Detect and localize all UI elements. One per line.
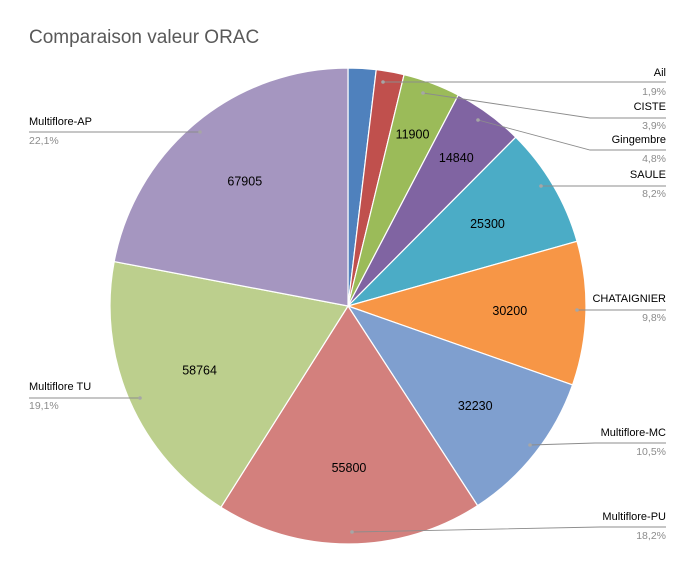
- percent-label: 4,8%: [642, 153, 666, 165]
- slice-value-label: 32230: [458, 399, 493, 413]
- leader-lines: [29, 80, 666, 534]
- leader-dot: [421, 91, 425, 95]
- category-label: CHATAIGNIER: [592, 293, 666, 305]
- pie-slice: [346, 304, 574, 507]
- chart-title: Comparaison valeur ORAC: [29, 27, 260, 48]
- category-label: Multiflore TU: [29, 381, 91, 393]
- pie-slice: [220, 304, 479, 545]
- category-label: Multiflore-MC: [601, 427, 666, 439]
- pie-slices: [109, 67, 587, 545]
- slice-value-label: 58764: [182, 364, 217, 378]
- category-label: Gingembre: [612, 134, 666, 146]
- leader-line: [529, 442, 666, 446]
- slice-value-label: 30200: [492, 304, 527, 318]
- leader-dot: [138, 396, 142, 400]
- leader-dot: [575, 308, 579, 312]
- slice-value-label: 25300: [470, 217, 505, 231]
- leader-dot: [350, 530, 354, 534]
- percent-label: 19,1%: [29, 400, 59, 412]
- leader-dot: [476, 118, 480, 122]
- slice-value-label: 67905: [227, 174, 262, 188]
- category-label: Multiflore-PU: [602, 511, 666, 523]
- slice-value-label: 55800: [332, 461, 367, 475]
- percent-label: 3,9%: [642, 120, 666, 132]
- pie-slice: [345, 136, 578, 308]
- percent-label: 22,1%: [29, 135, 59, 147]
- percent-label: 1,9%: [642, 86, 666, 98]
- category-label: Ail: [654, 67, 666, 79]
- category-labels: Ail 1,9% CISTE 3,9% Gingembre 4,8% SAULE 8,2% CH…: [29, 67, 666, 542]
- leader-line: [477, 119, 666, 151]
- leader-dot: [381, 80, 385, 84]
- pie-slice: [113, 67, 349, 307]
- leader-dot: [539, 184, 543, 188]
- value-labels: 11900 14840 25300 30200 32230 55800 58764 67905: [182, 128, 527, 475]
- leader-line: [351, 526, 666, 533]
- pie-slice: [109, 260, 349, 509]
- percent-label: 9,8%: [642, 312, 666, 324]
- slice-value-label: 11900: [396, 128, 430, 142]
- leader-line: [422, 92, 666, 119]
- percent-label: 18,2%: [636, 530, 666, 542]
- leader-dot: [198, 130, 202, 134]
- category-label: SAULE: [630, 169, 666, 181]
- slice-value-label: 14840: [439, 151, 474, 165]
- percent-label: 8,2%: [642, 188, 666, 200]
- percent-label: 10,5%: [636, 446, 666, 458]
- category-label: Multiflore-AP: [29, 116, 92, 128]
- pie-slice: [346, 240, 587, 386]
- leader-dot: [528, 443, 532, 447]
- category-label: CISTE: [634, 101, 666, 113]
